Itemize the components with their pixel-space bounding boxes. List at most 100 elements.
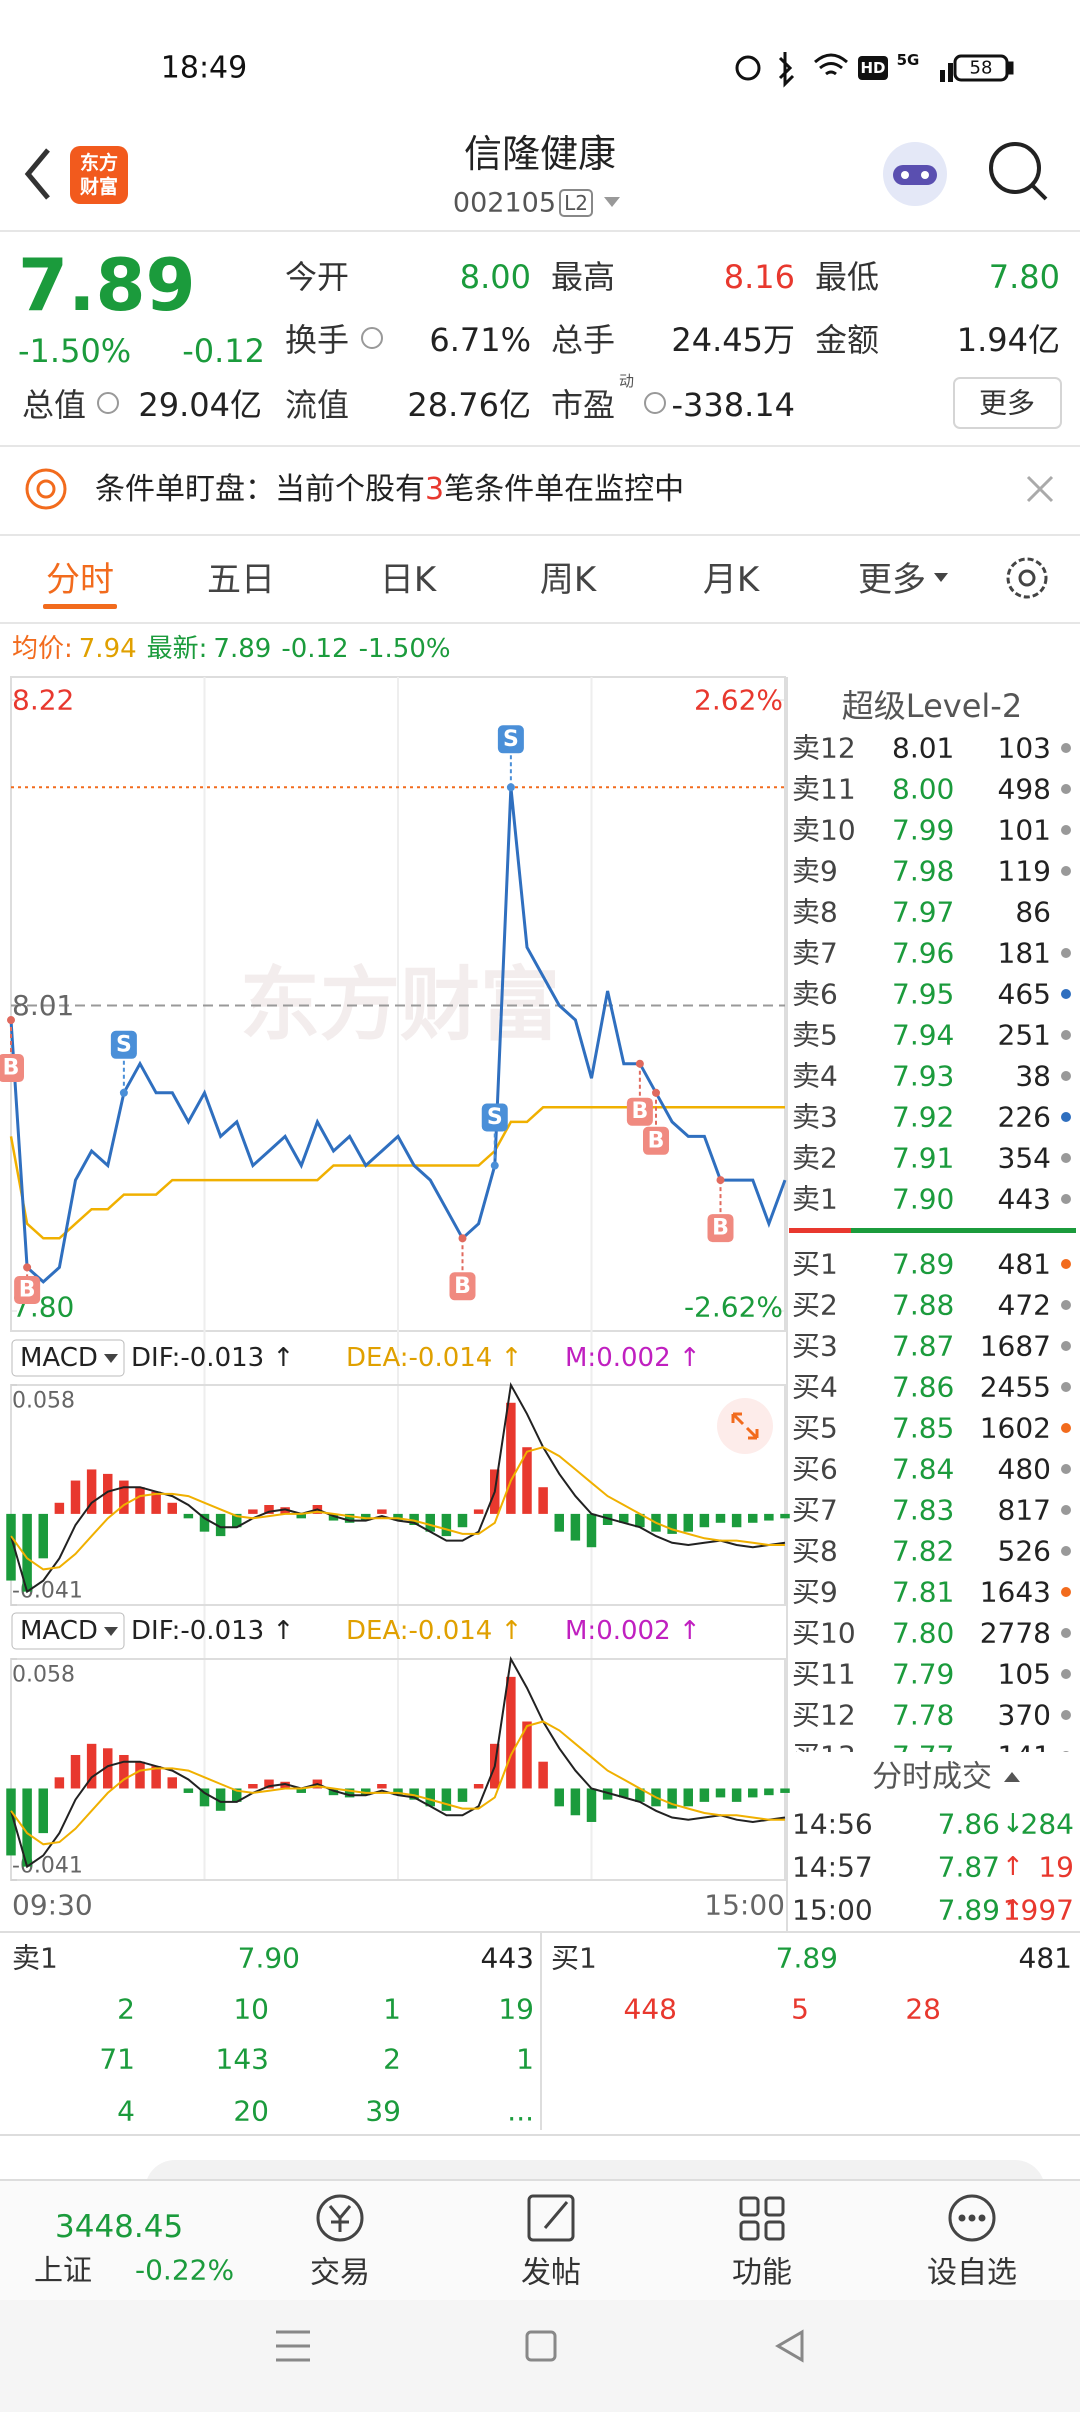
alert-suffix: 笔条件单在监控中	[444, 472, 684, 507]
nav-icons	[316, 2194, 996, 2242]
bid-volume: 817	[998, 1494, 1051, 1527]
ask1-price: 7.90	[238, 1942, 300, 1975]
macd-bar	[22, 1513, 32, 1592]
back-button[interactable]	[24, 148, 50, 200]
avatar[interactable]	[883, 142, 947, 206]
tab[interactable]: 更多	[858, 560, 926, 600]
macd-bar	[248, 1509, 258, 1514]
macd-bar	[538, 1487, 548, 1514]
macd-bar	[22, 1788, 32, 1867]
more-button-text[interactable]: 更多	[979, 387, 1035, 420]
macd-bar	[103, 1748, 113, 1789]
order-book: 卖12 8.01 103 卖11 8.00 498 卖10 7.99 101 卖9 7.98 119 卖…	[792, 732, 1071, 1752]
signal-badge	[14, 1276, 41, 1304]
bid-price: 7.86	[892, 1371, 954, 1404]
trade-direction: ↓	[1002, 1809, 1024, 1839]
bid-volume: 1687	[980, 1330, 1051, 1363]
reference-label: 8.01	[12, 989, 74, 1022]
ask-label: 卖12	[792, 732, 856, 765]
dif-line	[10, 1381, 786, 1594]
ask-queue-volume: 10	[233, 1993, 269, 2026]
macd-bar	[135, 1761, 145, 1789]
ask-volume: 443	[998, 1183, 1051, 1216]
last-change: -0.12	[281, 634, 348, 664]
signal-badge	[626, 1097, 653, 1126]
last-value: 7.89	[213, 634, 271, 664]
field-label: 金额	[815, 321, 879, 359]
tab[interactable]: 五日	[207, 560, 275, 600]
ask-queue-volume: 1	[516, 2043, 534, 2076]
ask-queue-volume: 39	[365, 2095, 401, 2128]
macd-bar	[328, 1513, 339, 1521]
tab[interactable]: 分时	[46, 560, 114, 600]
expand-button[interactable]	[717, 1398, 773, 1454]
ask-price: 7.94	[892, 1019, 954, 1052]
macd-bar	[780, 1788, 790, 1793]
macd-bar	[409, 1513, 419, 1525]
tab[interactable]: 日K	[380, 560, 438, 600]
more-button[interactable]	[953, 377, 1062, 429]
macd-bar	[457, 1788, 468, 1802]
stock-name: 信隆健康	[464, 132, 616, 176]
ask1-volume: 443	[481, 1942, 534, 1975]
order-dot	[1061, 1071, 1071, 1081]
bid-volume: 105	[998, 1658, 1051, 1691]
ask-volume: 354	[998, 1142, 1051, 1175]
macd-bar	[506, 1676, 516, 1789]
field-label: 流值	[285, 386, 349, 424]
field-value: 1.94亿	[957, 321, 1060, 359]
macd-bar	[393, 1788, 403, 1796]
indicator-select[interactable]	[11, 1612, 125, 1650]
bid-queue-volume: 448	[624, 1993, 677, 2026]
system-nav-buttons[interactable]	[276, 2329, 804, 2363]
nav-item[interactable]: 交易	[310, 2256, 370, 2291]
bid-price: 7.79	[892, 1658, 954, 1691]
tab-more-caret[interactable]	[934, 573, 948, 582]
signal-badge	[643, 1126, 669, 1155]
dea-label: DEA:-0.014 ↑	[346, 1616, 522, 1646]
tab[interactable]: 周K	[540, 560, 598, 600]
field-value: 24.45万	[671, 321, 795, 359]
field-label: 市盈	[551, 386, 615, 424]
signal-label: B	[3, 1056, 20, 1081]
y2-tick-label: 2.62%	[694, 684, 783, 717]
ask-queue-volume: 19	[498, 1993, 534, 2026]
settings-button[interactable]	[1006, 557, 1048, 599]
code-caret[interactable]	[604, 197, 620, 207]
close-button[interactable]	[1026, 475, 1054, 503]
order-dot	[1061, 1587, 1071, 1597]
search-button[interactable]	[989, 142, 1048, 201]
macd-bar	[619, 1788, 629, 1798]
last-pct: -1.50%	[359, 634, 451, 664]
macd-bar	[199, 1788, 210, 1807]
macd-bar	[683, 1788, 693, 1807]
alert-prefix: 条件单盯盘：当前个股有	[95, 472, 425, 507]
ask-volume: 226	[998, 1101, 1051, 1134]
order-dot	[1061, 1505, 1071, 1515]
y-tick-label: 0.058	[12, 1663, 75, 1688]
indicator-select[interactable]	[11, 1339, 125, 1377]
order-dot	[1061, 1628, 1071, 1638]
macd-bar	[280, 1781, 290, 1789]
dea-label: DEA:-0.014 ↑	[346, 1343, 522, 1373]
ask-queue-volume: 4	[117, 2095, 135, 2128]
x-tick-label: 15:00	[704, 1889, 785, 1922]
ask-volume: 103	[998, 732, 1051, 765]
bid-label: 买9	[792, 1576, 838, 1609]
nav-item[interactable]: 功能	[732, 2256, 792, 2291]
nav-item[interactable]: 发帖	[521, 2256, 581, 2291]
bid-label: 买12	[792, 1699, 856, 1732]
tab[interactable]: 月K	[703, 560, 761, 600]
macd-bar	[215, 1513, 226, 1537]
system-nav	[0, 2300, 1080, 2412]
trade-volume: 19	[1038, 1851, 1074, 1884]
bid-volume: 481	[998, 1248, 1051, 1281]
order-dot	[1061, 1341, 1071, 1351]
nav-item[interactable]: 设自选	[927, 2256, 1017, 2291]
spread-bar-red	[789, 1228, 851, 1233]
macd-bar	[167, 1502, 177, 1514]
bid1-volume: 481	[1019, 1942, 1072, 1975]
order-dot	[1061, 1382, 1071, 1392]
macd-bar	[344, 1788, 355, 1798]
